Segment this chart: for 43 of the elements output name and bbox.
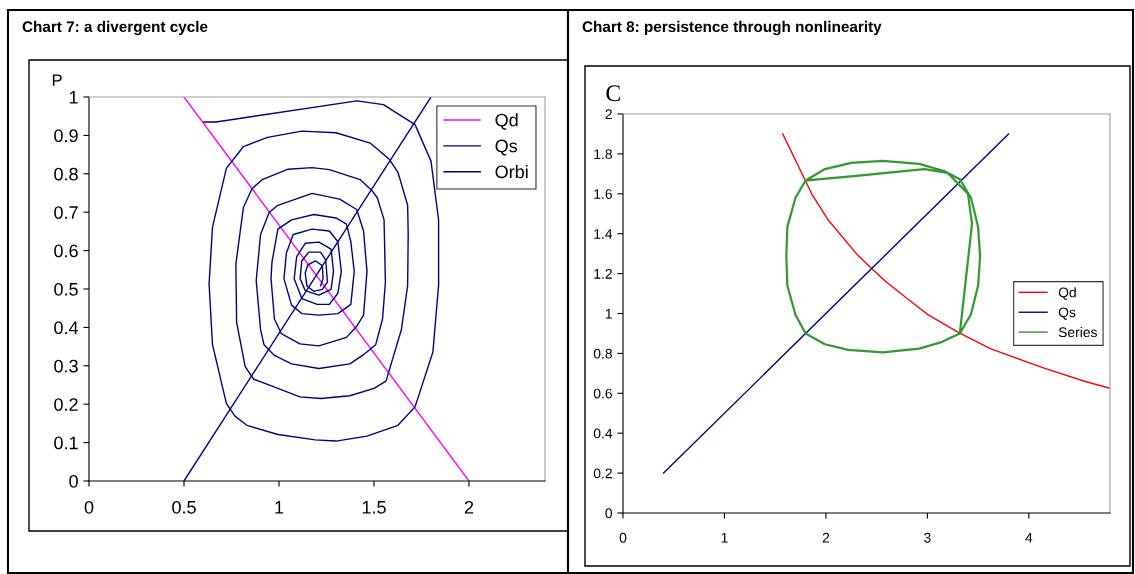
legend-label: Qs	[495, 139, 518, 156]
y-tick-label: 0.4	[54, 321, 79, 335]
y-tick-label: 0.2	[54, 398, 78, 411]
chart-title: Chart 8: persistence through nonlinearity	[582, 20, 882, 36]
y-tick-label: 1.4	[594, 229, 613, 239]
y-tick-label: 0.4	[593, 428, 613, 439]
y-tick-label: 0.6	[54, 244, 78, 258]
x-tick-label: 1	[721, 532, 728, 543]
line-series	[782, 133, 1110, 390]
y-tick-label: 0.2	[593, 468, 612, 479]
x-tick-label: 0.5	[172, 500, 196, 514]
y-tick-label: 2	[605, 109, 612, 120]
y-axis-title: C	[606, 85, 620, 102]
legend-label: Series	[1058, 326, 1097, 338]
y-tick-label: 1.8	[594, 149, 612, 160]
x-tick-label: 1	[275, 501, 284, 514]
legend-label: Orbi	[495, 164, 528, 179]
chart-title: Chart 7: a divergent cycle	[22, 20, 208, 36]
legend-label: Qs	[1058, 307, 1076, 320]
x-tick-label: 2	[464, 500, 474, 514]
y-tick-label: 0.6	[593, 388, 612, 399]
y-tick-label: 0.7	[54, 206, 78, 219]
y-tick-label: 0.3	[54, 359, 78, 373]
x-tick-label: 0	[619, 532, 627, 543]
y-tick-label: 0	[69, 474, 78, 488]
legend-label: Qd	[1058, 287, 1076, 300]
x-tick-label: 1.5	[362, 501, 386, 514]
y-axis-title: P	[52, 74, 62, 86]
y-tick-label: 1.6	[594, 189, 612, 199]
y-tick-label: 0.8	[593, 348, 612, 359]
y-tick-label: 1	[69, 91, 78, 104]
x-tick-label: 0	[84, 500, 94, 514]
y-tick-label: 0.8	[54, 167, 78, 181]
y-tick-label: 1.2	[594, 268, 612, 279]
x-tick-label: 3	[924, 532, 931, 543]
legend-label: Qd	[495, 113, 518, 130]
y-tick-label: 0.5	[54, 282, 78, 296]
y-tick-label: 1	[605, 308, 612, 319]
y-tick-label: 0.9	[54, 129, 78, 143]
y-tick-label: 0.1	[54, 436, 78, 450]
x-tick-label: 4	[1025, 532, 1033, 543]
line-series	[785, 159, 982, 354]
x-tick-label: 2	[822, 532, 830, 543]
